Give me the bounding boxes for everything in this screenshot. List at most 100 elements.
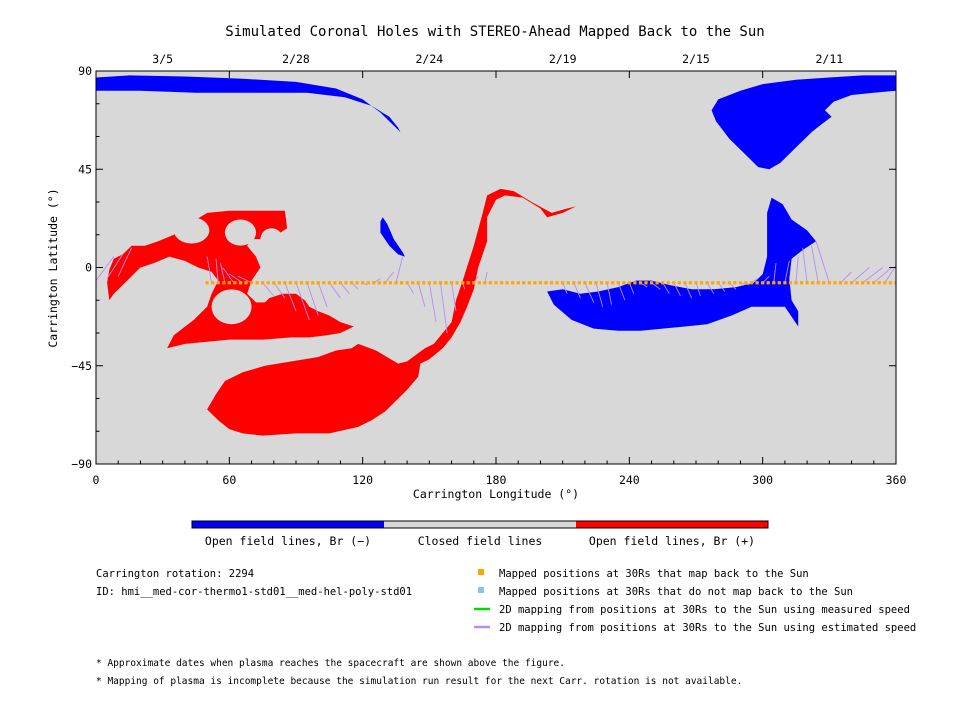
mapped-point-3 xyxy=(222,281,226,285)
mapped-point-68 xyxy=(583,281,587,285)
mapped-point-57 xyxy=(522,281,526,285)
mapped-point-72 xyxy=(605,281,609,285)
mapped-point-99 xyxy=(755,281,759,285)
mapped-point-43 xyxy=(444,281,448,285)
mapping-line-estimated-54 xyxy=(815,241,830,283)
mapped-point-124 xyxy=(894,281,896,285)
date-label-4: 2/15 xyxy=(682,52,710,66)
mapped-point-115 xyxy=(844,281,848,285)
mapped-point-20 xyxy=(316,281,320,285)
mapping-line-estimated-49 xyxy=(773,263,777,283)
x-tick-label-0: 0 xyxy=(93,473,100,487)
mapped-point-21 xyxy=(322,281,326,285)
mapping-line-estimated-58 xyxy=(873,267,892,284)
mapped-point-24 xyxy=(338,281,343,285)
y-tick-label-3: −45 xyxy=(71,359,92,373)
mapping-line-estimated-55 xyxy=(840,271,852,284)
mapping-line-estimated-53 xyxy=(811,245,819,283)
date-label-3: 2/19 xyxy=(549,52,577,66)
mapped-point-67 xyxy=(577,281,581,285)
mapping-line-estimated-34 xyxy=(606,282,612,305)
mapped-point-75 xyxy=(622,281,626,285)
coronal-hole-negative-1 xyxy=(711,75,896,170)
mapping-line-estimated-59 xyxy=(884,265,896,284)
mapping-line-estimated-14 xyxy=(317,282,328,307)
colorbar-segment-2 xyxy=(576,521,768,528)
mapped-point-122 xyxy=(883,281,887,285)
mapped-point-58 xyxy=(527,281,531,285)
legend-label-3: 2D mapping from positions at 30Rs to the… xyxy=(499,622,916,634)
mapped-point-29 xyxy=(366,281,370,285)
mapping-line-estimated-16 xyxy=(340,282,350,294)
mapping-line-estimated-52 xyxy=(802,247,808,283)
mapped-point-118 xyxy=(861,281,865,285)
mapped-point-40 xyxy=(427,281,431,285)
mapping-line-estimated-3 xyxy=(206,256,212,283)
mapped-point-81 xyxy=(655,281,659,285)
mapped-point-32 xyxy=(383,281,387,285)
legend-label-2: 2D mapping from positions at 30Rs to the… xyxy=(499,604,910,616)
mapping-line-estimated-8 xyxy=(238,275,252,284)
mapped-point-93 xyxy=(722,281,726,285)
coronal-hole-positive-4 xyxy=(107,210,354,349)
mapped-point-44 xyxy=(449,281,454,285)
mapped-point-4 xyxy=(227,281,231,285)
mapped-point-51 xyxy=(488,281,493,285)
date-label-1: 2/28 xyxy=(282,52,310,66)
mapped-point-46 xyxy=(461,281,465,285)
y-tick-label-4: −90 xyxy=(71,457,92,471)
mapped-point-108 xyxy=(805,281,809,285)
colorbar-segment-0 xyxy=(192,521,384,528)
mapped-point-112 xyxy=(827,281,831,285)
mapped-point-11 xyxy=(266,281,270,285)
mapped-point-95 xyxy=(733,281,737,285)
mapped-point-10 xyxy=(261,281,265,285)
mapped-point-71 xyxy=(599,281,604,285)
mapped-point-47 xyxy=(466,281,470,285)
legend-label-0: Mapped positions at 30Rs that map back t… xyxy=(499,568,809,580)
mapping-line-estimated-41 xyxy=(684,282,692,299)
run-id: ID: hmi__med-cor-thermo1-std01__med-hel-… xyxy=(96,586,412,598)
mapped-point-74 xyxy=(616,281,620,285)
y-tick-label-0: 90 xyxy=(78,64,92,78)
mapping-line-estimated-10 xyxy=(273,282,286,299)
mapped-point-9 xyxy=(255,281,259,285)
mapped-point-98 xyxy=(749,281,754,285)
mapping-line-estimated-29 xyxy=(484,271,488,283)
mapped-point-7 xyxy=(244,281,248,285)
mapped-point-22 xyxy=(327,281,331,285)
mapping-line-estimated-57 xyxy=(862,267,883,284)
mapped-point-52 xyxy=(494,281,498,285)
mapped-point-85 xyxy=(677,281,681,285)
legend-marker-1 xyxy=(478,587,484,593)
mapped-point-41 xyxy=(433,281,437,285)
y-axis-label: Carrington Latitude (°) xyxy=(46,188,60,347)
x-tick-label-6: 360 xyxy=(886,473,907,487)
y-tick-label-1: 45 xyxy=(78,162,92,176)
mapped-point-31 xyxy=(377,281,381,285)
mapped-point-73 xyxy=(611,281,615,285)
coronal-hole-negative-3 xyxy=(547,197,816,331)
coronal-hole-positive-5 xyxy=(207,188,576,436)
mapped-point-23 xyxy=(333,281,337,285)
date-label-0: 3/5 xyxy=(152,52,173,66)
mapped-point-123 xyxy=(888,281,893,285)
mapped-point-19 xyxy=(311,281,315,285)
mapped-point-89 xyxy=(699,281,704,285)
mapped-point-50 xyxy=(483,281,487,285)
mapped-point-62 xyxy=(549,281,554,285)
mapped-point-64 xyxy=(561,281,565,285)
mapping-line-estimated-33 xyxy=(595,282,604,307)
x-tick-label-4: 240 xyxy=(619,473,640,487)
mapped-point-33 xyxy=(388,281,393,285)
mapping-line-estimated-40 xyxy=(673,282,681,297)
mapped-point-1 xyxy=(211,281,215,285)
mapped-point-113 xyxy=(833,281,837,285)
mapping-line-estimated-11 xyxy=(284,282,297,312)
mapped-point-76 xyxy=(627,281,631,285)
mapped-point-18 xyxy=(305,281,309,285)
mapped-point-6 xyxy=(238,281,243,285)
mapped-point-42 xyxy=(438,281,443,285)
mapped-point-45 xyxy=(455,281,459,285)
